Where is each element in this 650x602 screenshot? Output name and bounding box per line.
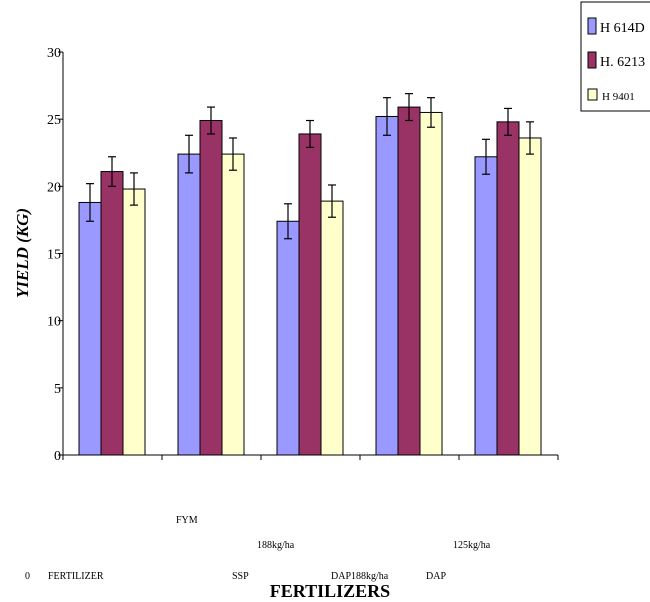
category-text-dap: DAP (426, 571, 446, 582)
bar-s1-c4 (375, 115, 399, 456)
error-bar-s3-c1 (130, 172, 138, 206)
error-bars-layer (86, 93, 534, 240)
category-text-fertilizer: FERTILIZER (48, 571, 104, 582)
error-bar-s3-c2 (229, 137, 237, 171)
y-tick-label-25: 25 (47, 113, 61, 128)
error-bar-s3-c3 (328, 184, 336, 218)
bar-s2-c4 (397, 106, 421, 456)
error-bar-s1-c5 (482, 138, 490, 175)
y-tick-label-15: 15 (47, 248, 61, 263)
error-bar-s3-c4 (427, 97, 435, 128)
bars-layer (78, 106, 542, 456)
legend-swatch-h6213 (587, 51, 597, 69)
bar-s2-c1 (100, 171, 124, 456)
category-text-188kgha: 188kg/ha (257, 540, 295, 551)
error-bar-s1-c2 (185, 134, 193, 174)
error-bar-s2-c1 (108, 156, 116, 187)
bar-s2-c3 (298, 133, 322, 456)
bar-s3-c4 (419, 111, 443, 456)
y-tick-label-10: 10 (47, 315, 61, 330)
bar-s3-c5 (518, 137, 542, 456)
bar-s1-c2 (177, 153, 201, 456)
bar-s1-c3 (276, 220, 300, 456)
category-text-125kgha: 125kg/ha (453, 540, 491, 551)
error-bar-s1-c1 (86, 183, 94, 222)
y-axis-label: YIELD (KG) (13, 208, 32, 298)
bar-s1-c5 (474, 156, 498, 456)
y-tick-label-0: 0 (54, 449, 61, 464)
category-text-fym: FYM (176, 515, 198, 526)
error-bar-s3-c5 (526, 121, 534, 155)
y-tick-label-20: 20 (47, 180, 61, 195)
bar-s1-c1 (78, 201, 102, 456)
category-text-ssp: SSP (232, 571, 249, 582)
bar-s3-c3 (320, 200, 344, 456)
y-tick-label-30: 30 (47, 46, 61, 61)
x-axis-label: FERTILIZERS (270, 581, 390, 601)
error-bar-s1-c4 (383, 97, 391, 136)
legend-label-h9401: H 9401 (602, 91, 635, 103)
legend-swatch-h9401 (587, 88, 598, 101)
x-ticks-layer (62, 455, 559, 460)
y-tick-label-5: 5 (54, 382, 61, 397)
error-bar-s1-c3 (284, 203, 292, 240)
error-bar-s2-c4 (405, 93, 413, 122)
error-bar-s2-c3 (306, 119, 314, 148)
legend-label-h6213: H. 6213 (600, 55, 645, 70)
bar-s2-c2 (199, 120, 223, 456)
bar-s3-c2 (221, 153, 245, 456)
error-bar-s2-c2 (207, 106, 215, 135)
y-ticks-layer: 0 5 10 15 20 25 30 (47, 46, 63, 464)
legend: H 614D H. 6213 H 9401 (580, 1, 650, 112)
legend-swatch-h614d (587, 17, 597, 35)
legend-label-h614d: H 614D (600, 21, 645, 36)
error-bar-s2-c5 (504, 107, 512, 136)
bar-s3-c1 (122, 188, 146, 456)
category-text-dap188kgha: DAP188kg/ha (331, 571, 389, 582)
bar-s2-c5 (496, 121, 520, 456)
category-text-zero: 0 (25, 571, 30, 582)
